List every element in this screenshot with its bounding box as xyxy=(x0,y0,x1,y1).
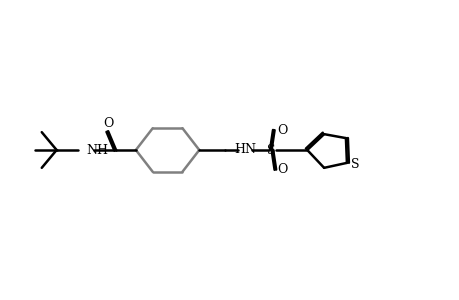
Text: NH: NH xyxy=(87,144,109,157)
Text: S: S xyxy=(267,143,275,157)
Text: O: O xyxy=(103,117,113,130)
Text: S: S xyxy=(350,158,359,171)
Text: O: O xyxy=(276,124,286,137)
Text: O: O xyxy=(276,163,286,176)
Text: HN: HN xyxy=(233,143,255,156)
